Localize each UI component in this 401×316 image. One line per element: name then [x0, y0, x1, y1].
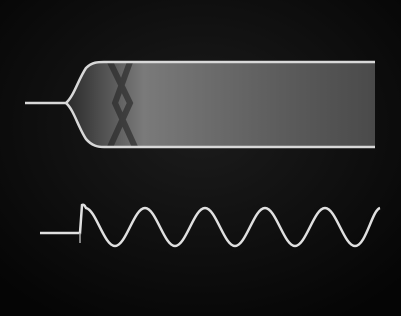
- oscilloscope-photo: [0, 0, 401, 316]
- page: [0, 0, 401, 316]
- envelope-fill: [66, 62, 375, 147]
- screen-background: [0, 0, 401, 316]
